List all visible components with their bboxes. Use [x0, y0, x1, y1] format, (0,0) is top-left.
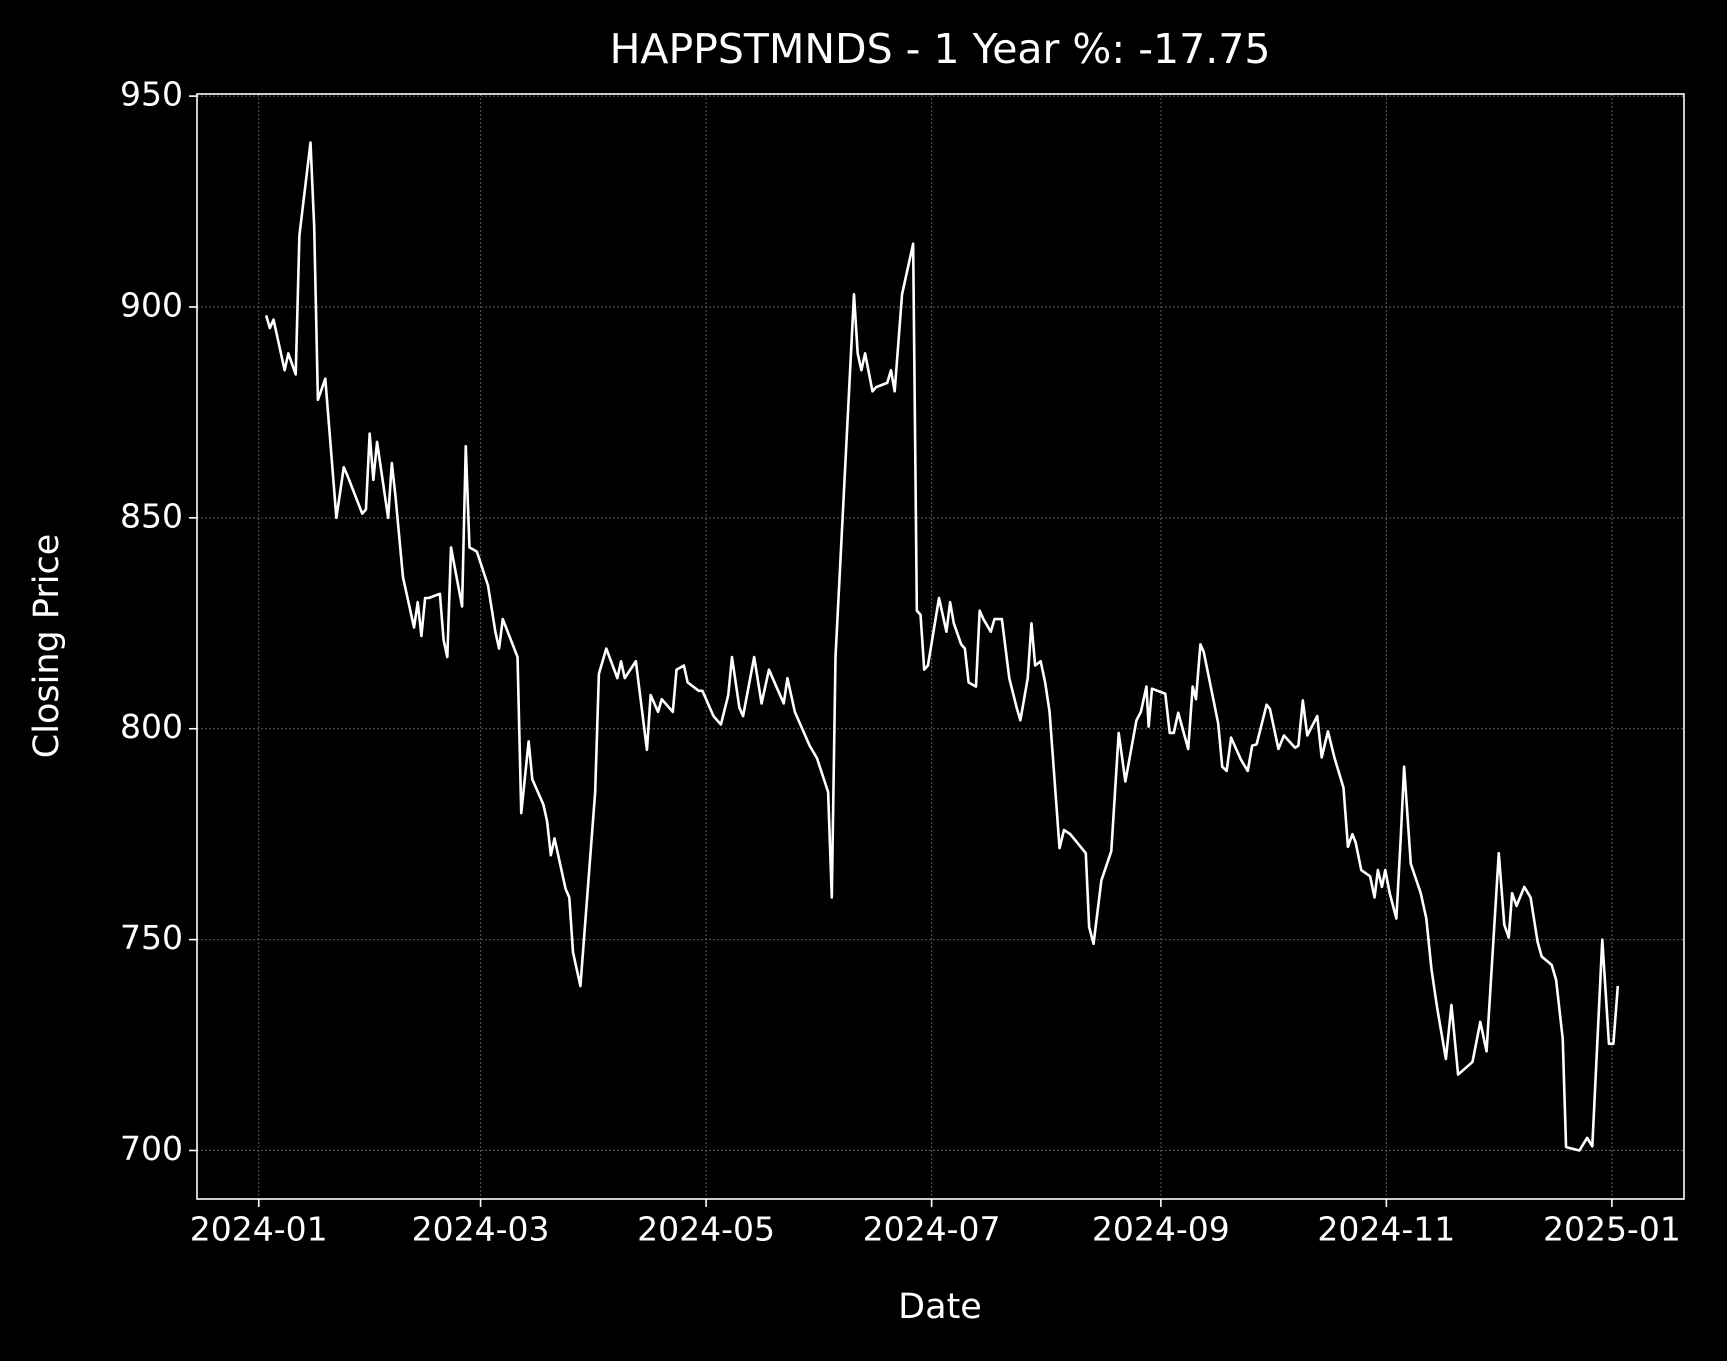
x-tick-label: 2024-01 [190, 1210, 328, 1249]
x-tick-label: 2024-05 [637, 1210, 775, 1249]
y-tick-label: 800 [120, 707, 183, 746]
y-tick-label: 700 [120, 1129, 183, 1168]
y-tick-label: 850 [120, 496, 183, 535]
y-tick-label: 950 [120, 75, 183, 114]
y-tick-label: 750 [120, 918, 183, 957]
x-tick-label: 2024-03 [412, 1210, 550, 1249]
x-axis-label: Date [898, 1287, 982, 1327]
x-tick-label: 2024-09 [1092, 1210, 1230, 1249]
y-tick-label: 900 [120, 285, 183, 324]
plot-frame [196, 93, 1685, 1200]
x-tick-label: 2024-07 [863, 1210, 1001, 1249]
x-tick-label: 2024-11 [1317, 1210, 1455, 1249]
x-tick-label: 2025-01 [1543, 1210, 1681, 1249]
y-axis-label: Closing Price [27, 534, 67, 758]
price-line [264, 141, 1620, 1152]
chart-title: HAPPSTMNDS - 1 Year %: -17.75 [610, 25, 1271, 73]
